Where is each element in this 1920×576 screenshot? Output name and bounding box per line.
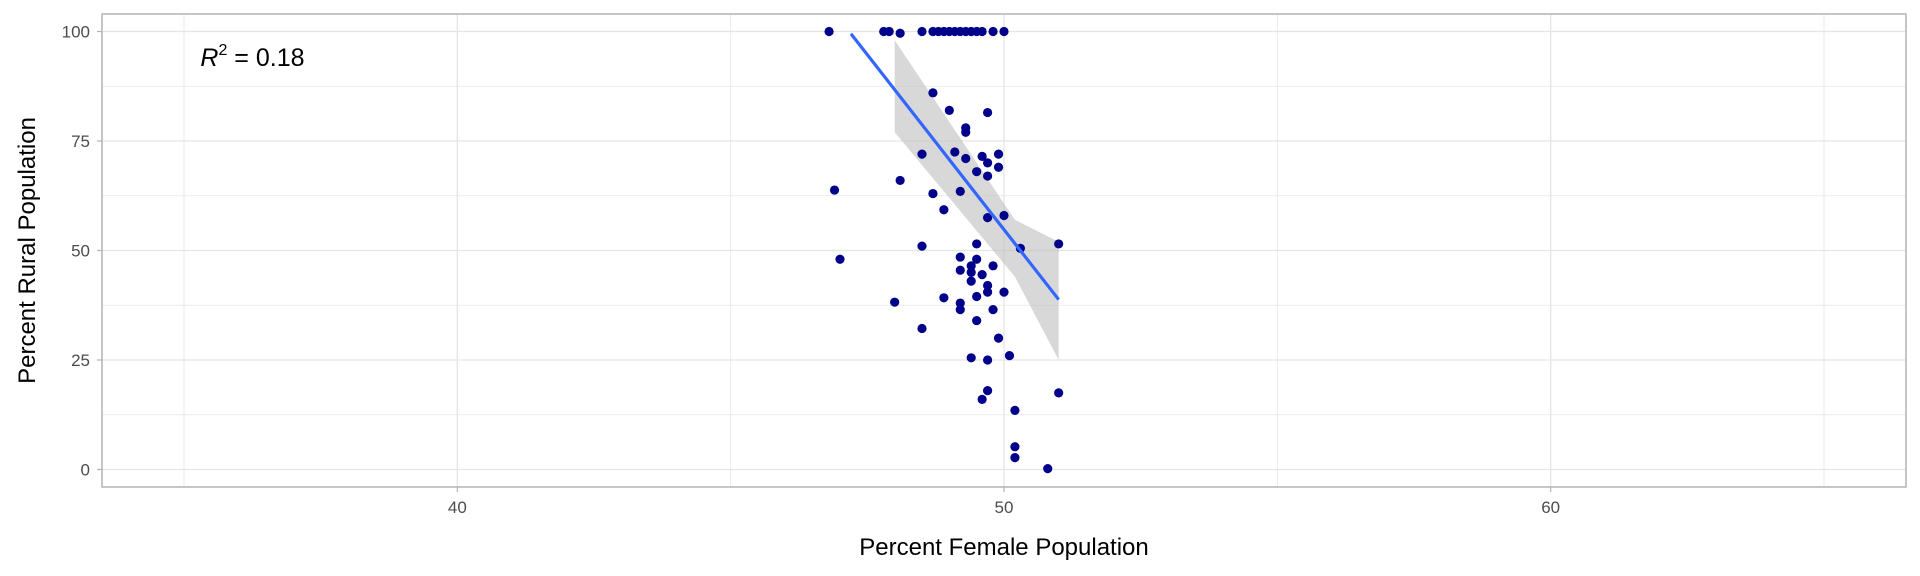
data-point xyxy=(983,158,993,168)
data-point xyxy=(972,167,982,177)
x-axis-title: Percent Female Population xyxy=(859,534,1149,561)
data-point xyxy=(917,323,927,334)
data-point xyxy=(917,149,927,159)
confidence-ribbon xyxy=(894,40,1059,360)
r-exponent: 2 xyxy=(218,42,227,59)
data-point xyxy=(955,305,965,315)
data-point xyxy=(824,26,834,37)
data-point xyxy=(895,175,905,186)
r-equals: = xyxy=(227,44,256,72)
data-point xyxy=(1054,239,1064,249)
data-point xyxy=(955,252,965,262)
data-point xyxy=(999,210,1009,221)
data-point xyxy=(890,297,900,307)
y-tick-label: 50 xyxy=(71,242,90,261)
data-point xyxy=(966,261,976,271)
y-tick-label: 100 xyxy=(62,23,90,42)
data-point xyxy=(972,315,982,326)
data-point xyxy=(1054,388,1064,398)
data-point xyxy=(1043,464,1053,474)
data-point xyxy=(983,287,993,297)
x-axis-ticks: 40 50 60 xyxy=(448,487,1560,517)
data-point xyxy=(928,88,938,98)
data-point xyxy=(983,280,993,291)
data-point xyxy=(999,287,1009,297)
data-point xyxy=(829,185,840,195)
data-point xyxy=(993,149,1004,159)
y-tick-label: 0 xyxy=(81,460,90,479)
data-point xyxy=(977,394,987,405)
data-point xyxy=(835,254,845,264)
data-point xyxy=(961,153,971,164)
data-point xyxy=(966,267,976,277)
data-point xyxy=(955,186,965,196)
data-point xyxy=(977,26,987,37)
y-tick-label: 25 xyxy=(71,351,90,370)
data-point xyxy=(983,386,993,396)
data-point xyxy=(950,147,960,157)
data-point xyxy=(983,213,993,223)
data-point xyxy=(972,239,982,249)
data-point xyxy=(988,26,998,37)
data-point xyxy=(884,26,894,37)
data-point xyxy=(961,127,971,137)
data-point xyxy=(1004,351,1015,361)
r-value: 0.18 xyxy=(256,44,305,72)
data-point xyxy=(944,105,954,115)
data-point xyxy=(966,276,976,286)
data-point xyxy=(977,269,987,280)
data-point xyxy=(966,353,976,363)
data-point xyxy=(939,293,949,303)
y-axis-title: Percent Rural Population xyxy=(14,117,41,384)
data-point xyxy=(983,171,993,181)
confidence-ribbon-layer xyxy=(894,40,1059,360)
fit-line-layer xyxy=(849,32,1060,301)
data-point xyxy=(972,291,982,302)
data-point xyxy=(955,265,965,275)
x-tick-label: 50 xyxy=(995,498,1014,517)
data-point xyxy=(988,261,998,271)
data-point xyxy=(988,305,998,315)
x-tick-label: 60 xyxy=(1541,498,1560,517)
r-squared-annotation: R2 = 0.18 xyxy=(200,42,304,72)
data-point xyxy=(972,254,982,264)
data-point xyxy=(993,162,1004,172)
data-point xyxy=(917,241,927,251)
data-point xyxy=(1010,453,1020,463)
data-point xyxy=(977,151,987,161)
r-symbol: R xyxy=(200,44,218,72)
data-point xyxy=(993,333,1004,343)
data-points xyxy=(824,26,1064,474)
data-point xyxy=(1010,442,1020,452)
y-tick-label: 75 xyxy=(71,132,90,151)
data-point xyxy=(983,107,993,118)
data-point xyxy=(955,298,965,308)
data-point xyxy=(928,188,938,199)
data-point xyxy=(939,205,949,215)
data-point xyxy=(1010,405,1020,415)
data-point xyxy=(917,26,927,37)
data-point xyxy=(895,28,905,38)
x-tick-label: 40 xyxy=(448,498,467,517)
data-point xyxy=(999,26,1009,37)
data-point xyxy=(983,355,993,365)
y-axis-ticks: 0 25 50 75 100 xyxy=(62,23,102,479)
fit-line xyxy=(849,32,1060,301)
